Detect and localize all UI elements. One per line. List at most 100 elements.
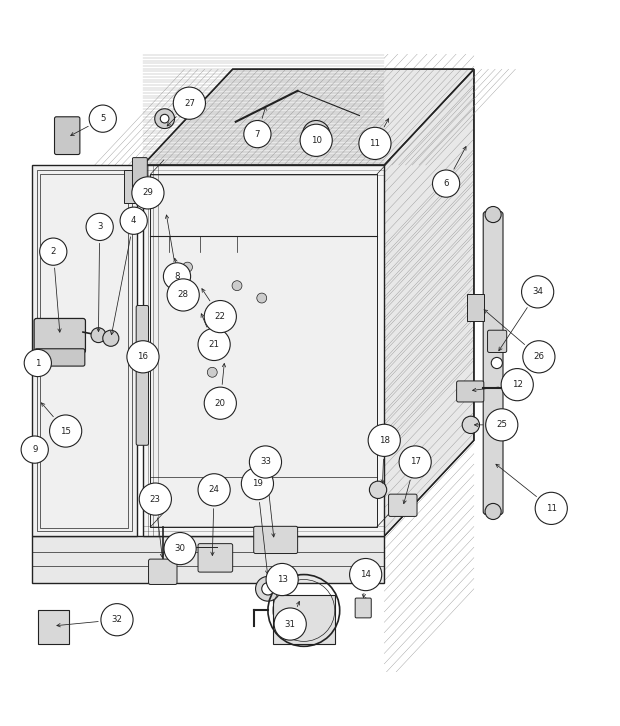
FancyBboxPatch shape (466, 294, 484, 321)
Circle shape (249, 446, 281, 478)
Text: 15: 15 (60, 427, 71, 436)
Polygon shape (143, 165, 384, 537)
Polygon shape (38, 611, 69, 645)
Text: 10: 10 (311, 136, 322, 144)
Circle shape (204, 301, 236, 333)
FancyBboxPatch shape (133, 158, 148, 191)
Circle shape (155, 109, 174, 129)
Circle shape (485, 503, 501, 520)
Circle shape (462, 416, 479, 433)
Text: 4: 4 (131, 216, 136, 225)
Circle shape (535, 492, 567, 524)
Text: 6: 6 (443, 179, 449, 188)
FancyBboxPatch shape (389, 494, 417, 516)
Text: 21: 21 (208, 340, 219, 349)
Text: 32: 32 (112, 615, 123, 624)
Text: 24: 24 (208, 485, 219, 494)
FancyBboxPatch shape (487, 330, 507, 353)
Circle shape (21, 436, 48, 463)
FancyBboxPatch shape (355, 598, 371, 618)
Circle shape (182, 262, 192, 272)
Polygon shape (384, 69, 474, 537)
Circle shape (50, 415, 82, 447)
Text: 20: 20 (215, 399, 226, 408)
Circle shape (164, 532, 196, 565)
Circle shape (370, 481, 387, 499)
Circle shape (86, 213, 113, 240)
Circle shape (310, 128, 322, 140)
Text: 22: 22 (215, 312, 226, 321)
Circle shape (359, 127, 391, 160)
Text: 11: 11 (546, 504, 557, 513)
Circle shape (120, 207, 148, 234)
Circle shape (433, 170, 459, 197)
Text: 27: 27 (184, 99, 195, 107)
Circle shape (198, 328, 230, 361)
Circle shape (241, 468, 273, 499)
Circle shape (103, 330, 119, 346)
FancyBboxPatch shape (198, 544, 232, 572)
Circle shape (491, 357, 502, 369)
Text: 16: 16 (138, 352, 148, 362)
Circle shape (232, 281, 242, 290)
Circle shape (266, 563, 298, 595)
Text: 18: 18 (379, 436, 390, 445)
FancyBboxPatch shape (55, 117, 80, 155)
Text: 9: 9 (32, 445, 37, 454)
Text: 14: 14 (360, 570, 371, 579)
Circle shape (368, 424, 401, 457)
Circle shape (244, 121, 271, 147)
Circle shape (523, 340, 555, 373)
Circle shape (173, 87, 205, 119)
Text: 33: 33 (260, 457, 271, 467)
Polygon shape (273, 595, 335, 645)
Circle shape (101, 603, 133, 636)
FancyBboxPatch shape (136, 306, 149, 445)
Circle shape (24, 349, 51, 377)
FancyBboxPatch shape (483, 211, 503, 515)
FancyBboxPatch shape (34, 319, 86, 353)
Text: 30: 30 (175, 544, 185, 553)
Polygon shape (32, 537, 384, 582)
Circle shape (274, 608, 306, 640)
Text: 25: 25 (496, 420, 507, 429)
Circle shape (485, 409, 518, 441)
Text: 34: 34 (532, 287, 543, 296)
Circle shape (257, 293, 267, 303)
Text: 28: 28 (178, 290, 188, 299)
Circle shape (485, 206, 501, 223)
Circle shape (140, 483, 172, 515)
Circle shape (204, 387, 236, 420)
Text: 13: 13 (277, 575, 288, 584)
Circle shape (40, 238, 67, 265)
Circle shape (91, 327, 106, 343)
Text: allreplacementparts.com: allreplacementparts.com (198, 356, 311, 364)
Circle shape (300, 124, 332, 156)
Circle shape (262, 582, 274, 595)
Text: 7: 7 (255, 130, 260, 139)
Circle shape (132, 177, 164, 209)
Text: 12: 12 (512, 380, 523, 389)
Text: 3: 3 (97, 222, 102, 232)
Text: 8: 8 (174, 272, 180, 281)
FancyBboxPatch shape (456, 381, 484, 402)
Text: 11: 11 (370, 139, 381, 148)
Circle shape (127, 340, 159, 373)
Text: 1: 1 (35, 359, 40, 367)
Circle shape (164, 263, 190, 290)
Text: 17: 17 (410, 457, 420, 467)
Circle shape (89, 105, 117, 132)
Text: 19: 19 (252, 479, 263, 488)
Circle shape (303, 121, 330, 147)
FancyBboxPatch shape (125, 170, 138, 203)
FancyBboxPatch shape (254, 526, 298, 553)
Circle shape (167, 279, 199, 311)
Circle shape (207, 367, 217, 378)
Text: 23: 23 (150, 494, 161, 504)
Circle shape (161, 114, 169, 123)
Text: 26: 26 (533, 352, 544, 362)
Text: 5: 5 (100, 114, 105, 123)
Circle shape (255, 576, 280, 601)
FancyBboxPatch shape (149, 559, 177, 584)
Circle shape (501, 369, 533, 401)
